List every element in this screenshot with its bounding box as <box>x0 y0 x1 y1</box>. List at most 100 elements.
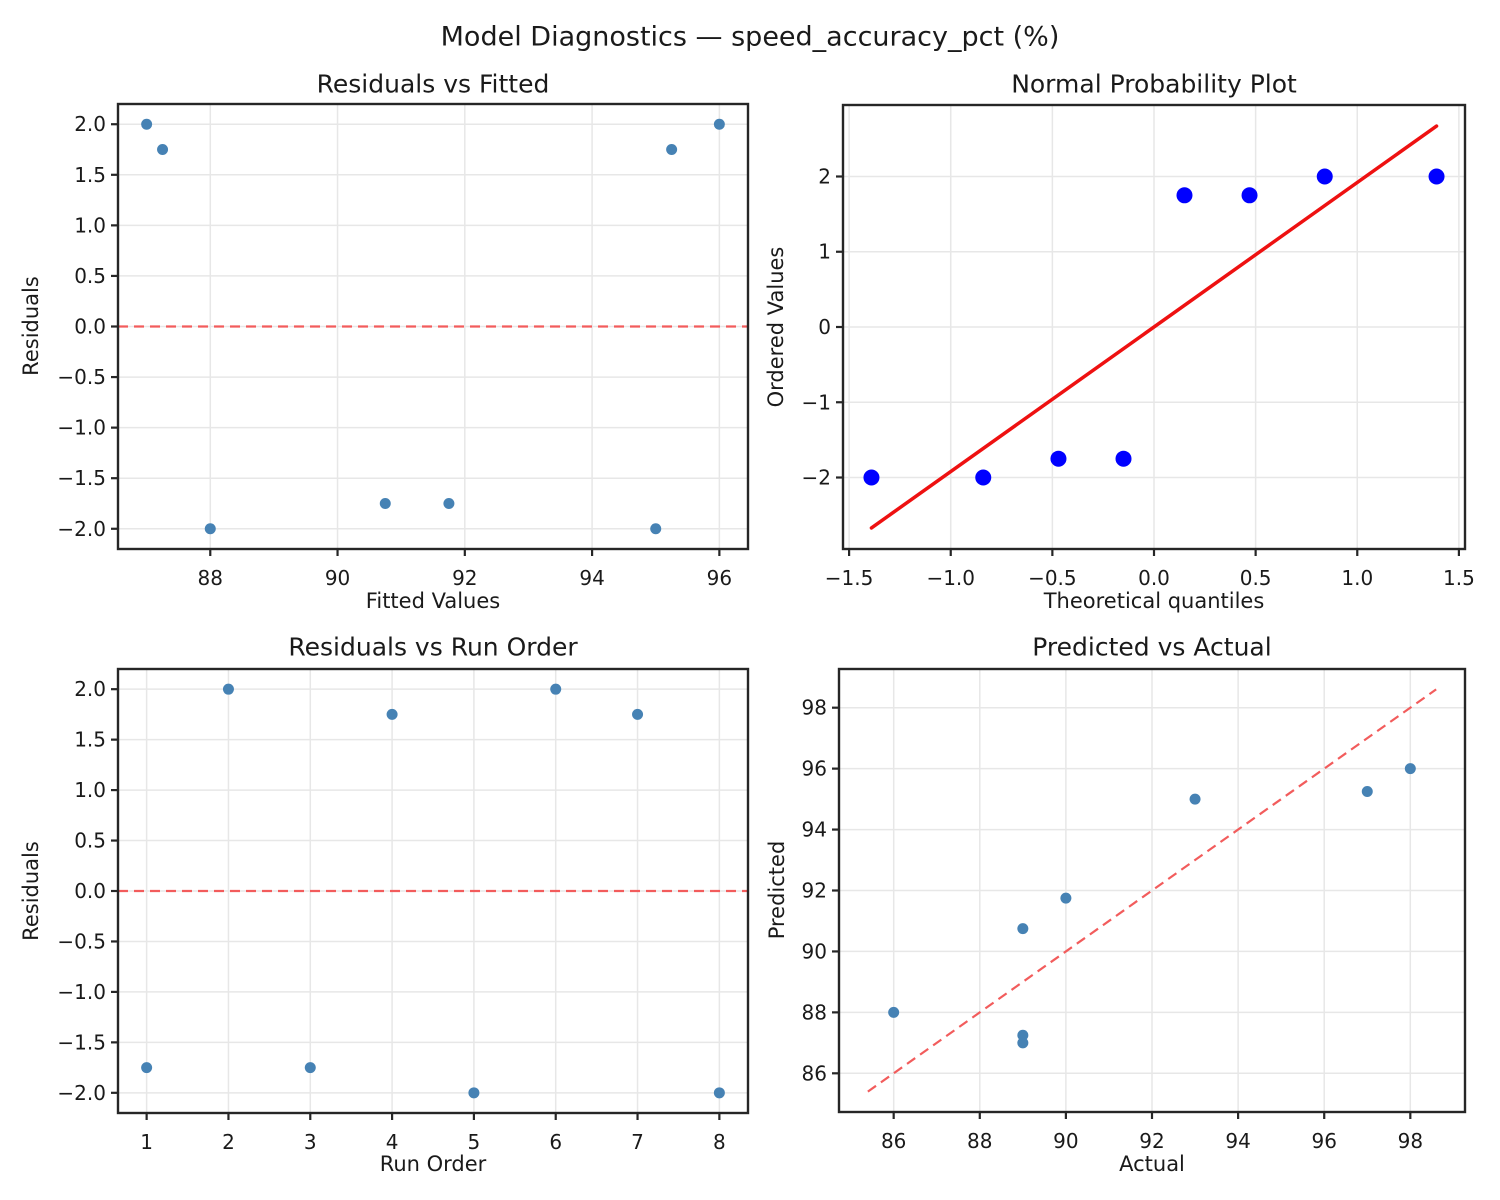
x-tick-label: 88 <box>967 1129 992 1153</box>
data-point <box>1060 892 1072 904</box>
data-point <box>379 497 391 509</box>
subplot-normal-probability: −1.5 −1.0 −0.5 0.0 0.5 1.0 1.5 −2 −1 0 1 2 <box>802 103 1475 590</box>
x-tick-label: 92 <box>1139 1129 1164 1153</box>
y-tick-label: 0.5 <box>74 264 106 288</box>
ylabel-ordered-values: Ordered Values <box>764 246 788 408</box>
data-point <box>1189 793 1201 805</box>
xlabel-theoretical-quantiles: Theoretical quantiles <box>1043 589 1265 613</box>
subplot-title-predicted-vs-actual: Predicted vs Actual <box>1032 632 1272 662</box>
x-tick-label: 8 <box>713 1130 726 1154</box>
y-tick-label: 0.5 <box>74 829 106 853</box>
x-tick-label: 7 <box>631 1130 644 1154</box>
x-tick-label: −1.5 <box>825 566 874 590</box>
subplot-residuals-vs-fitted: 88 90 92 94 96 −2.0 −1.5 −1.0 −0.5 0.0 0.5 1.0 1.5 2.… <box>57 102 750 590</box>
ylabel-predicted: Predicted <box>765 840 789 940</box>
x-tick-label: 4 <box>386 1130 399 1154</box>
y-tick-label: −0.5 <box>57 365 106 389</box>
y-tick-label: 94 <box>802 818 827 842</box>
data-point <box>443 497 455 509</box>
data-point <box>1404 763 1416 775</box>
data-point <box>1428 168 1445 185</box>
data-point <box>863 469 880 486</box>
y-tick-label: 1.0 <box>74 778 106 802</box>
data-point <box>204 523 216 535</box>
x-tick-label: 6 <box>549 1130 562 1154</box>
data-point <box>1017 923 1029 935</box>
data-point <box>304 1062 316 1074</box>
x-tick-label: 2 <box>222 1130 235 1154</box>
subplot-title-residuals-vs-fitted: Residuals vs Fitted <box>316 69 550 99</box>
y-tick-label: −2.0 <box>57 1081 106 1105</box>
data-point <box>1361 785 1373 797</box>
ylabel-residuals-bottom: Residuals <box>19 841 43 941</box>
x-tick-label: 94 <box>1225 1129 1250 1153</box>
x-tick-label: 86 <box>881 1129 906 1153</box>
x-tick-label: 1.0 <box>1341 566 1373 590</box>
subplot-title-residuals-vs-run-order: Residuals vs Run Order <box>288 632 578 662</box>
data-point <box>1241 187 1258 204</box>
data-point <box>550 683 562 695</box>
y-tick-label: −1.0 <box>57 416 106 440</box>
y-tick-label: 1.5 <box>74 728 106 752</box>
x-tick-label: 96 <box>1311 1129 1336 1153</box>
y-tick-label: 88 <box>802 1000 827 1024</box>
x-tick-label: 94 <box>579 566 604 590</box>
x-tick-label: 1.5 <box>1443 566 1475 590</box>
data-point <box>1017 1029 1029 1041</box>
y-tick-label: −2 <box>802 466 831 490</box>
xlabel-actual: Actual <box>1119 1152 1185 1176</box>
y-tick-label: 1.0 <box>74 213 106 237</box>
x-tick-label: 98 <box>1398 1129 1423 1153</box>
data-point <box>141 1062 153 1074</box>
x-tick-label: 96 <box>707 566 732 590</box>
data-point <box>157 144 169 156</box>
data-point <box>386 708 398 720</box>
data-point <box>975 469 992 486</box>
y-tick-label: 2.0 <box>74 677 106 701</box>
x-tick-label: −1.0 <box>926 566 975 590</box>
xlabel-run-order: Run Order <box>379 1152 487 1176</box>
y-tick-label: 96 <box>802 757 827 781</box>
data-point <box>713 118 725 130</box>
data-point <box>1050 450 1067 467</box>
data-point <box>650 523 662 535</box>
x-tick-label: 88 <box>198 566 223 590</box>
y-tick-label: 0.0 <box>74 879 106 903</box>
xlabel-fitted-values: Fitted Values <box>365 589 501 613</box>
y-tick-label: 98 <box>802 696 827 720</box>
y-tick-label: 2.0 <box>74 112 106 136</box>
y-tick-label: 90 <box>802 939 827 963</box>
normal-fit-line <box>869 124 1439 530</box>
data-point <box>888 1006 900 1018</box>
identity-line <box>867 688 1437 1093</box>
x-tick-label: 90 <box>325 566 350 590</box>
y-tick-label: −1.5 <box>57 466 106 490</box>
y-tick-label: 2 <box>818 164 831 188</box>
data-point <box>1017 1037 1029 1049</box>
x-tick-label: 92 <box>452 566 477 590</box>
x-tick-label: 0.0 <box>1138 566 1170 590</box>
data-point <box>1176 187 1193 204</box>
y-tick-label: 92 <box>802 879 827 903</box>
data-point <box>713 1087 725 1099</box>
x-tick-label: 5 <box>468 1130 481 1154</box>
data-point <box>222 683 234 695</box>
x-tick-label: −0.5 <box>1028 566 1077 590</box>
x-tick-label: 0.5 <box>1240 566 1272 590</box>
y-tick-label: 0 <box>818 315 831 339</box>
x-tick-label: 3 <box>304 1130 317 1154</box>
y-tick-label: 0.0 <box>74 315 106 339</box>
y-tick-label: −1.5 <box>57 1030 106 1054</box>
subplot-residuals-vs-run-order: 1 2 3 4 5 6 7 8 −2.0 −1.5 −1.0 −0.5 0.0 0.5 1.0 1.5 2.0 <box>57 667 750 1154</box>
y-tick-label: 1 <box>818 240 831 264</box>
y-tick-label: −1.0 <box>57 980 106 1004</box>
data-point <box>632 708 644 720</box>
subplot-predicted-vs-actual: 86 88 90 92 94 96 98 86 88 90 92 94 96 98 <box>802 667 1467 1153</box>
ylabel-residuals-top: Residuals <box>19 276 43 376</box>
x-tick-label: 90 <box>1053 1129 1078 1153</box>
data-point <box>141 118 153 130</box>
y-tick-label: 86 <box>802 1061 827 1085</box>
subplot-title-normal-probability: Normal Probability Plot <box>1011 69 1297 99</box>
